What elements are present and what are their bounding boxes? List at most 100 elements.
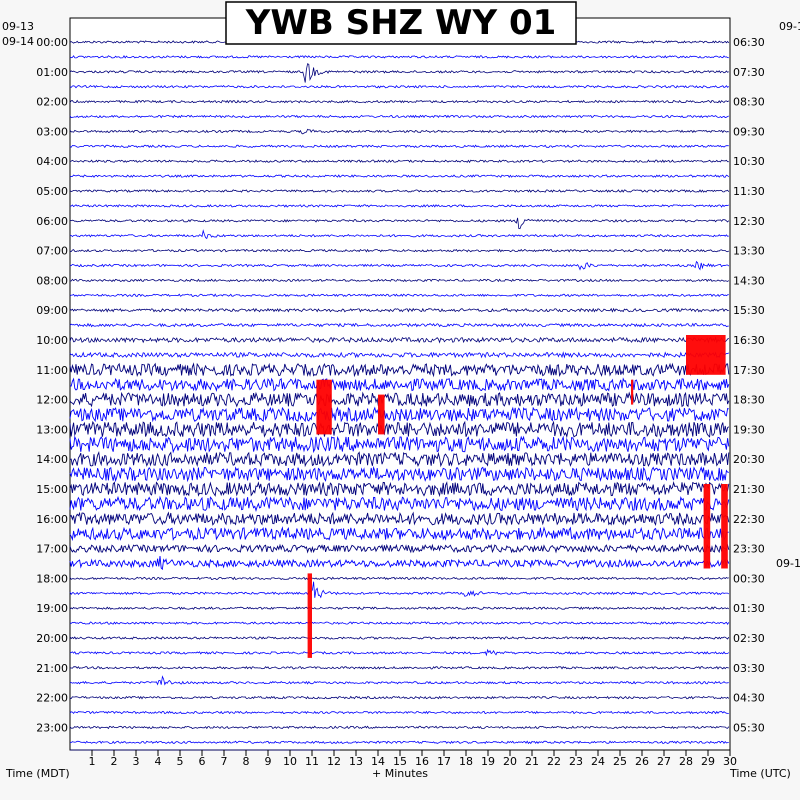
x-tick-label: 2 xyxy=(111,755,118,768)
seismogram-trace xyxy=(69,511,730,527)
left-hour-label: 19:00 xyxy=(36,602,68,615)
seismogram-trace xyxy=(69,495,730,512)
x-tick-label: 12 xyxy=(327,755,341,768)
x-tick-label: 18 xyxy=(459,755,473,768)
left-hour-label: 12:00 xyxy=(36,394,68,407)
seismogram-trace xyxy=(69,362,730,378)
x-tick-label: 26 xyxy=(635,755,649,768)
seismogram-trace xyxy=(69,420,730,439)
seismogram-trace xyxy=(69,114,729,119)
right-hour-label: 20:30 xyxy=(733,453,765,466)
right-hour-label: 11:30 xyxy=(733,185,765,198)
seismogram-trace xyxy=(69,606,730,610)
clip-marker xyxy=(378,394,385,435)
clip-markers xyxy=(307,335,728,658)
seismogram-trace xyxy=(69,189,730,193)
date-label-left-bottom: 09-14 xyxy=(2,35,34,48)
x-tick-label: 29 xyxy=(701,755,715,768)
right-hour-label: 08:30 xyxy=(733,96,765,109)
x-tick-label: 5 xyxy=(177,755,184,768)
seismogram-trace xyxy=(69,740,729,745)
x-tick-label: 24 xyxy=(591,755,605,768)
seismogram-trace xyxy=(69,307,729,313)
seismogram-trace xyxy=(69,128,729,135)
seismogram-trace xyxy=(69,451,730,468)
seismogram-trace xyxy=(69,293,729,298)
x-tick-label: 28 xyxy=(679,755,693,768)
y-axis-label-left: Time (MDT) xyxy=(5,767,70,780)
x-tick-label: 4 xyxy=(155,755,162,768)
right-time-axis: 06:30 07:30 08:30 09:30 10:30 11:30 12:30 13:30… xyxy=(733,36,765,734)
right-hour-label: 12:30 xyxy=(733,215,765,228)
left-hour-label: 10:00 xyxy=(36,334,68,347)
left-hour-label: 22:00 xyxy=(36,692,68,705)
seismogram-trace xyxy=(69,63,729,83)
x-tick-label: 8 xyxy=(243,755,250,768)
seismogram-trace xyxy=(69,159,729,164)
seismogram-trace xyxy=(69,695,730,700)
x-tick-label: 27 xyxy=(657,755,671,768)
seismogram-trace xyxy=(69,725,730,730)
left-hour-label: 17:00 xyxy=(36,543,68,556)
date-label-right-bottom: 09-1 xyxy=(776,557,800,570)
left-hour-label: 13:00 xyxy=(36,423,68,436)
right-hour-label: 22:30 xyxy=(733,513,765,526)
seismogram-trace xyxy=(69,481,730,498)
right-hour-label: 19:30 xyxy=(733,423,765,436)
x-tick-label: 7 xyxy=(221,755,228,768)
x-tick-label: 20 xyxy=(503,755,517,768)
seismogram-trace xyxy=(69,556,730,571)
x-tick-label: 19 xyxy=(481,755,495,768)
seismogram-trace xyxy=(69,174,730,178)
seismogram-traces xyxy=(69,40,730,751)
left-hour-label: 16:00 xyxy=(36,513,68,526)
seismogram-trace xyxy=(69,406,729,423)
left-hour-label: 21:00 xyxy=(36,662,68,675)
left-hour-label: 04:00 xyxy=(36,155,68,168)
seismogram-trace xyxy=(69,710,729,715)
right-hour-label: 23:30 xyxy=(733,543,765,556)
left-time-axis: 00:00 01:00 02:00 03:00 04:00 05:00 06:00 07:00… xyxy=(36,36,68,734)
x-tick-label: 23 xyxy=(569,755,583,768)
x-tick-label: 30 xyxy=(723,755,737,768)
seismogram-trace xyxy=(69,99,730,104)
left-hour-label: 18:00 xyxy=(36,572,68,585)
x-axis-label: + Minutes xyxy=(372,767,428,780)
x-tick-label: 11 xyxy=(305,755,319,768)
x-tick-label: 21 xyxy=(525,755,539,768)
chart-title: YWB SHZ WY 01 xyxy=(245,3,557,43)
seismogram-trace xyxy=(70,377,730,393)
right-hour-label: 09:30 xyxy=(733,125,765,138)
seismogram-trace xyxy=(69,581,730,599)
x-tick-label: 22 xyxy=(547,755,561,768)
seismogram-trace xyxy=(69,84,730,89)
x-tick-label: 15 xyxy=(393,755,407,768)
seismogram-trace xyxy=(69,336,729,344)
clip-marker xyxy=(631,379,634,405)
right-hour-label: 18:30 xyxy=(733,394,765,407)
seismogram-trace xyxy=(69,217,730,230)
x-tick-label: 1 xyxy=(89,755,96,768)
right-hour-label: 05:30 xyxy=(733,721,765,734)
y-axis-label-right: Time (UTC) xyxy=(729,767,791,780)
seismogram-trace xyxy=(69,543,730,554)
x-tick-label: 13 xyxy=(349,755,363,768)
seismogram-trace xyxy=(69,526,729,542)
left-hour-label: 15:00 xyxy=(36,483,68,496)
right-hour-label: 04:30 xyxy=(733,692,765,705)
x-tick-label: 6 xyxy=(199,755,206,768)
right-hour-label: 15:30 xyxy=(733,304,765,317)
x-tick-label: 3 xyxy=(133,755,140,768)
right-hour-label: 14:30 xyxy=(733,274,765,287)
right-hour-label: 10:30 xyxy=(733,155,765,168)
left-hour-label: 07:00 xyxy=(36,245,68,258)
left-hour-label: 09:00 xyxy=(36,304,68,317)
left-hour-label: 00:00 xyxy=(36,36,68,49)
right-hour-label: 06:30 xyxy=(733,36,765,49)
seismogram-trace xyxy=(69,248,730,253)
clip-marker xyxy=(316,379,332,435)
seismogram-trace xyxy=(70,278,730,283)
seismogram-trace xyxy=(69,648,730,657)
seismogram-trace xyxy=(69,621,730,625)
